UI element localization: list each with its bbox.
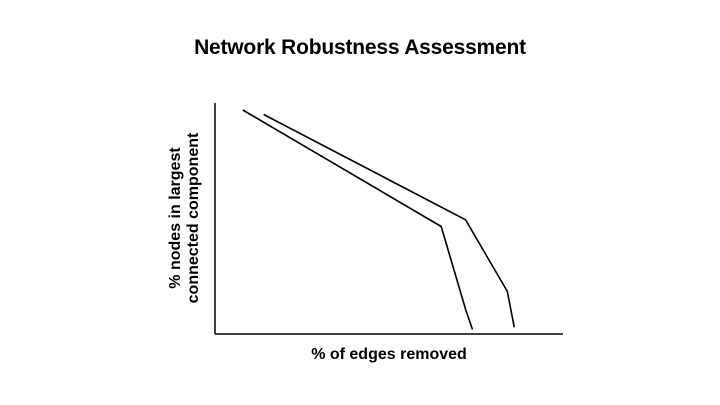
x-axis-label: % of edges removed bbox=[311, 346, 467, 363]
series-line-2 bbox=[263, 113, 516, 328]
y-axis-label: % nodes in largest connected component bbox=[167, 132, 202, 303]
y-axis-label-line-1: % nodes in largest bbox=[167, 147, 184, 289]
y-axis-label-line-2: connected component bbox=[185, 132, 202, 303]
series-group bbox=[242, 109, 516, 330]
series-line-1 bbox=[242, 109, 474, 330]
chart-title: Network Robustness Assessment bbox=[194, 36, 526, 59]
